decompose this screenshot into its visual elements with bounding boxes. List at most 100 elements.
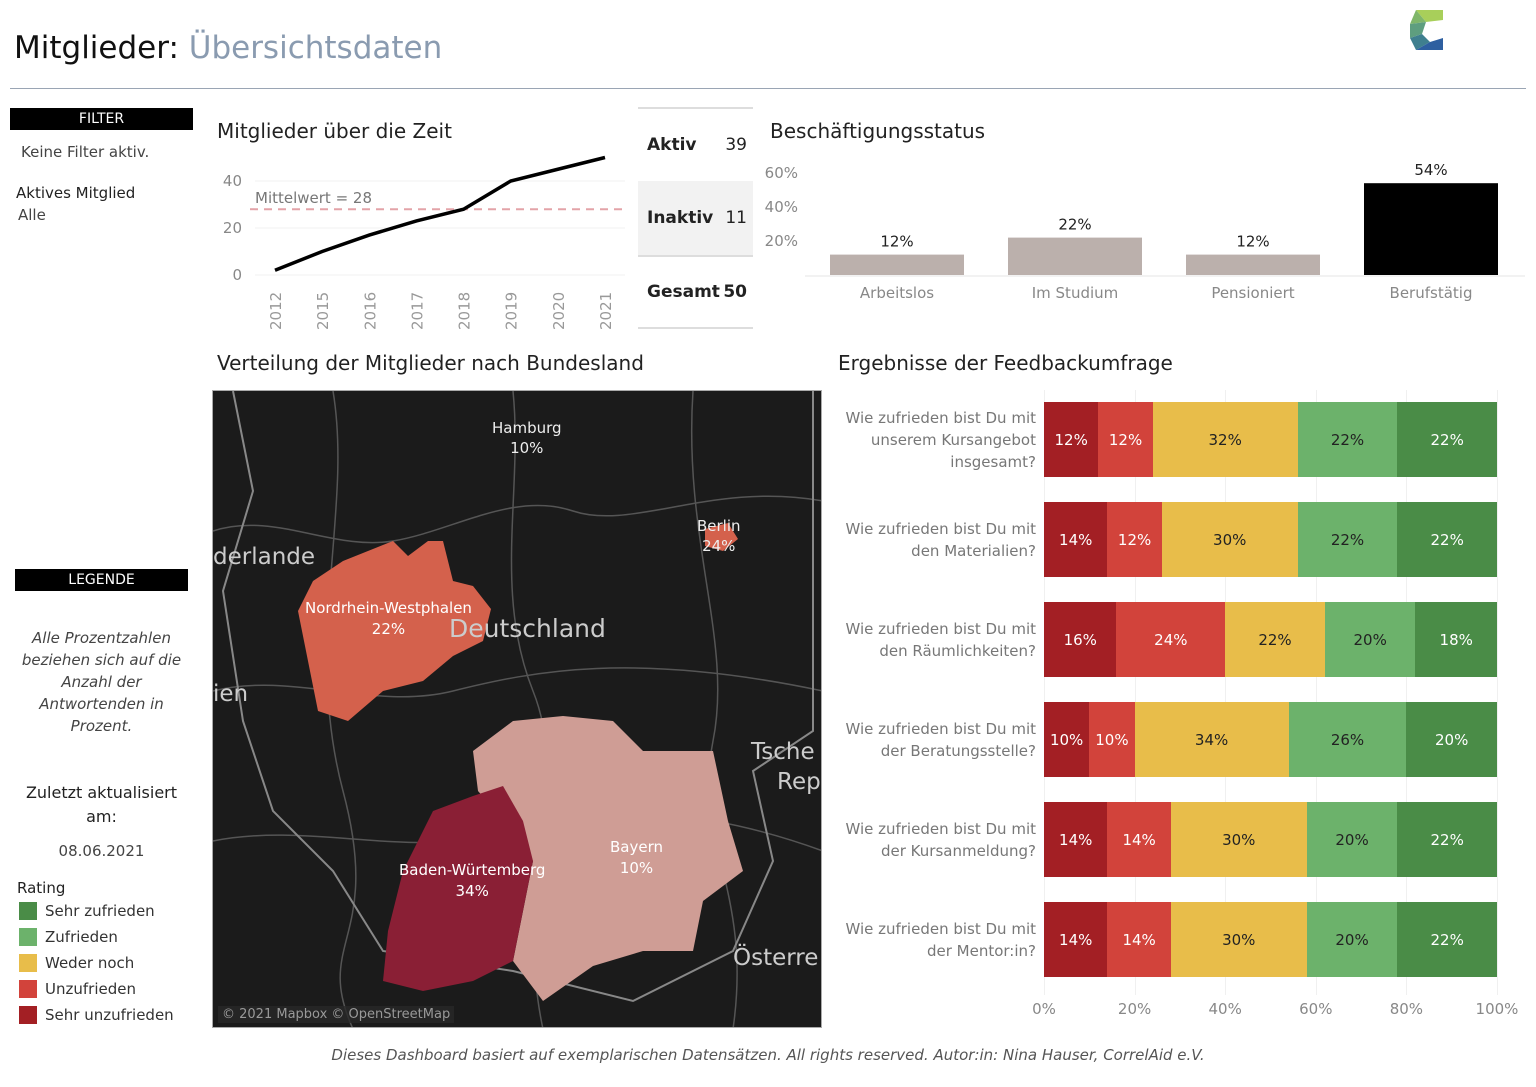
segment-sehr-unzufrieden[interactable]: 10% — [1044, 702, 1090, 777]
x-tick-label: 2020 — [550, 292, 568, 330]
segment-zufrieden[interactable]: 22% — [1297, 502, 1398, 577]
segment-unzufrieden[interactable]: 14% — [1107, 802, 1171, 877]
filter-aktives-mitglied-dropdown[interactable]: Alle — [18, 206, 46, 224]
y-tick-label: 20% — [765, 232, 798, 250]
line-chart: 0 20 40 Mittelwert = 28 2012 2015 2016 2017 2018… — [223, 155, 625, 330]
segment-weder-noch[interactable]: 32% — [1152, 402, 1298, 477]
x-tick-label: 2019 — [503, 292, 521, 330]
kpi-value: 39 — [725, 135, 747, 155]
map-attribution[interactable]: © 2021 Mapbox © OpenStreetMap — [218, 1006, 455, 1023]
filter-field-label: Aktives Mitglied — [16, 184, 136, 202]
updated-date: 08.06.2021 — [58, 842, 145, 860]
region-label-bw: Baden-Würtemberg 34% — [399, 860, 545, 902]
region-berlin[interactable] — [705, 523, 738, 551]
segment-sehr-zufrieden[interactable]: 22% — [1397, 502, 1497, 577]
swatch-icon — [19, 980, 37, 998]
bar[interactable] — [1364, 183, 1498, 275]
bar[interactable] — [1186, 254, 1320, 275]
kpi-label: Aktiv — [647, 135, 697, 155]
legend-item[interactable]: Sehr unzufrieden — [19, 1002, 174, 1028]
kpi-divider — [638, 107, 753, 109]
swatch-icon — [19, 928, 37, 946]
segment-unzufrieden[interactable]: 12% — [1107, 502, 1162, 577]
region-name: Berlin — [697, 517, 741, 535]
segment-sehr-zufrieden[interactable]: 22% — [1397, 402, 1497, 477]
segment-sehr-zufrieden[interactable]: 22% — [1397, 802, 1497, 877]
title-sub: Übersichtsdaten — [188, 30, 443, 66]
region-value: 24% — [702, 537, 736, 555]
question-label: Wie zufrieden bist Du mit der Beratungss… — [836, 702, 1036, 777]
segment-sehr-unzufrieden[interactable]: 14% — [1044, 802, 1108, 877]
segment-weder-noch[interactable]: 22% — [1225, 602, 1325, 677]
legend-header: LEGENDE — [15, 569, 188, 591]
bar-value-label: 12% — [880, 233, 913, 251]
question-text: Wie zufrieden bist Du mit den Räumlichke… — [845, 619, 1036, 660]
y-tick-label: 40 — [223, 172, 242, 190]
label-cz1: Tsche — [751, 739, 815, 765]
region-name: Hamburg — [492, 419, 562, 437]
y-tick-label: 20 — [223, 219, 242, 237]
segment-unzufrieden[interactable]: 12% — [1098, 402, 1153, 477]
feedback-bar-row: 12% 12% 32% 22% 22% — [1044, 402, 1497, 477]
footer-note: Dieses Dashboard basiert auf exemplarisc… — [331, 1046, 1205, 1064]
region-value: 10% — [619, 859, 654, 877]
kpi-inaktiv: Inaktiv 11 — [638, 181, 753, 255]
segment-weder-noch[interactable]: 34% — [1134, 702, 1289, 777]
segment-zufrieden[interactable]: 20% — [1324, 602, 1416, 677]
segment-weder-noch[interactable]: 30% — [1170, 802, 1307, 877]
feedback-bar-row: 16% 24% 22% 20% 18% — [1044, 602, 1497, 677]
region-name: Nordrhein-Westphalen — [305, 599, 472, 617]
segment-zufrieden[interactable]: 20% — [1306, 902, 1398, 977]
region-baden-wuerttemberg[interactable] — [383, 786, 533, 991]
legend-note: Alle Prozentzahlen beziehen sich auf die… — [21, 629, 182, 735]
segment-zufrieden[interactable]: 22% — [1297, 402, 1398, 477]
region-hamburg[interactable] — [513, 429, 543, 456]
x-tick-label: 2018 — [456, 292, 474, 330]
legend-item[interactable]: Weder noch — [19, 950, 174, 976]
bar[interactable] — [1008, 237, 1142, 275]
swatch-icon — [19, 1006, 37, 1024]
bar[interactable] — [830, 254, 964, 275]
segment-zufrieden[interactable]: 20% — [1306, 802, 1398, 877]
segment-weder-noch[interactable]: 30% — [1161, 502, 1298, 577]
rating-title: Rating — [17, 879, 66, 897]
x-tick-label: 60% — [1299, 1000, 1333, 1018]
country-label: Deutschland — [449, 614, 606, 643]
kpi-label: Gesamt — [647, 282, 720, 302]
legend-item[interactable]: Unzufrieden — [19, 976, 174, 1002]
question-label: Wie zufrieden bist Du mit der Mentor:in? — [836, 902, 1036, 977]
germany-map[interactable]: Hamburg 10% Berlin 24% Nordrhein-Westphale… — [212, 390, 822, 1028]
segment-weder-noch[interactable]: 30% — [1170, 902, 1307, 977]
segment-unzufrieden[interactable]: 24% — [1116, 602, 1226, 677]
region-value: 10% — [510, 439, 544, 457]
members-line — [274, 155, 606, 272]
legend-label: Weder noch — [45, 954, 135, 972]
segment-sehr-zufrieden[interactable]: 18% — [1415, 602, 1497, 677]
region-nrw[interactable] — [298, 541, 491, 721]
line-chart-title: Mitglieder über die Zeit — [217, 119, 452, 143]
segment-unzufrieden[interactable]: 14% — [1107, 902, 1171, 977]
segment-sehr-unzufrieden[interactable]: 12% — [1044, 402, 1099, 477]
region-bayern[interactable] — [473, 716, 743, 1001]
region-label-hamburg: Hamburg 10% — [492, 418, 562, 458]
segment-sehr-unzufrieden[interactable]: 16% — [1044, 602, 1117, 677]
region-name: Baden-Würtemberg — [399, 861, 546, 879]
legend-item[interactable]: Sehr zufrieden — [19, 898, 174, 924]
gridline — [1134, 390, 1136, 995]
question-label: Wie zufrieden bist Du mit den Räumlichke… — [836, 602, 1036, 677]
question-label: Wie zufrieden bist Du mit den Materialie… — [836, 502, 1036, 577]
swatch-icon — [19, 954, 37, 972]
feedback-bar-row: 14% 14% 30% 20% 22% — [1044, 902, 1497, 977]
updated-label: Zuletzt aktualisiert am: — [25, 783, 178, 826]
bar-value-label: 12% — [1236, 233, 1269, 251]
region-value: 34% — [455, 882, 489, 900]
page-title: Mitglieder: Übersichtsdaten — [14, 30, 442, 66]
segment-zufrieden[interactable]: 26% — [1288, 702, 1407, 777]
segment-unzufrieden[interactable]: 10% — [1089, 702, 1135, 777]
segment-sehr-zufrieden[interactable]: 22% — [1397, 902, 1497, 977]
legend-item[interactable]: Zufrieden — [19, 924, 174, 950]
label-be: ien — [213, 681, 249, 707]
segment-sehr-zufrieden[interactable]: 20% — [1406, 702, 1497, 777]
segment-sehr-unzufrieden[interactable]: 14% — [1044, 502, 1108, 577]
segment-sehr-unzufrieden[interactable]: 14% — [1044, 902, 1108, 977]
